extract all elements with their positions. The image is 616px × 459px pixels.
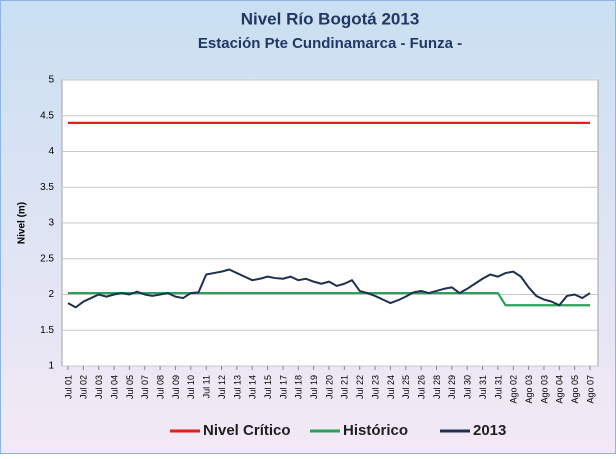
y-tick-label: 3.5 <box>40 182 54 193</box>
x-tick-label: Jul 01 <box>63 375 73 399</box>
x-tick-label: Jul 25 <box>401 375 411 399</box>
x-tick-label: Jul 24 <box>386 375 396 399</box>
y-tick-label: 4 <box>48 146 54 157</box>
legend-label: 2013 <box>473 422 506 439</box>
y-tick-label: 3 <box>48 218 54 229</box>
x-tick-label: Jul 31 <box>493 375 503 399</box>
series-line <box>68 291 590 307</box>
y-tick-label: 5 <box>48 75 54 86</box>
x-tick-label: Ago 07 <box>585 375 595 404</box>
x-tick-label: Jul 10 <box>186 375 196 399</box>
chart-title: Nivel Río Bogotá 2013 <box>241 9 420 28</box>
x-tick-label: Jul 07 <box>140 375 150 399</box>
x-tick-label: Jul 11 <box>202 375 212 398</box>
chart-subtitle: Estación Pte Cundinamarca - Funza - <box>198 35 462 52</box>
x-tick-label: Ago 04 <box>555 375 565 404</box>
x-tick-label: Ago 05 <box>570 375 580 404</box>
x-tick-label: Jul 21 <box>340 375 350 399</box>
y-tick-label: 2 <box>48 289 54 300</box>
x-tick-label: Jul 15 <box>263 375 273 399</box>
x-tick-label: Jul 23 <box>370 375 380 399</box>
y-axis-label: Nivel (m) <box>17 202 28 244</box>
x-tick-label: Jul 18 <box>294 375 304 399</box>
y-tick-label: 2.5 <box>40 253 54 264</box>
x-tick-label: Jul 20 <box>324 375 334 399</box>
y-tick-label: 1 <box>48 361 54 372</box>
x-tick-label: Jul 30 <box>463 375 473 399</box>
x-tick-label: Jul 19 <box>309 375 319 399</box>
x-tick-label: Jul 02 <box>79 375 89 399</box>
x-tick-label: Jul 13 <box>232 375 242 399</box>
x-tick-label: Ago 03 <box>539 375 549 404</box>
x-tick-label: Jul 26 <box>416 375 426 399</box>
y-tick-label: 4.5 <box>40 110 54 121</box>
legend-label: Histórico <box>343 422 408 439</box>
series-line <box>67 268 591 309</box>
x-tick-label: Jul 08 <box>155 375 165 399</box>
x-tick-label: Jul 12 <box>217 375 227 399</box>
x-tick-label: Jul 28 <box>432 375 442 399</box>
x-tick-label: Jul 17 <box>278 375 288 399</box>
x-tick-label: Jul 03 <box>94 375 104 399</box>
x-tick-label: Jul 05 <box>125 375 135 399</box>
x-tick-label: Jul 22 <box>355 375 365 399</box>
x-tick-label: Ago 03 <box>524 375 534 404</box>
x-tick-label: Jul 14 <box>248 375 258 399</box>
y-tick-label: 1.5 <box>40 325 54 336</box>
x-tick-label: Jul 31 <box>478 375 488 399</box>
x-tick-label: Jul 04 <box>109 375 119 399</box>
x-tick-label: Jul 29 <box>447 375 457 399</box>
x-tick-label: Ago 02 <box>509 375 519 404</box>
legend-label: Nivel Crítico <box>203 422 291 439</box>
x-tick-label: Jul 09 <box>171 375 181 399</box>
